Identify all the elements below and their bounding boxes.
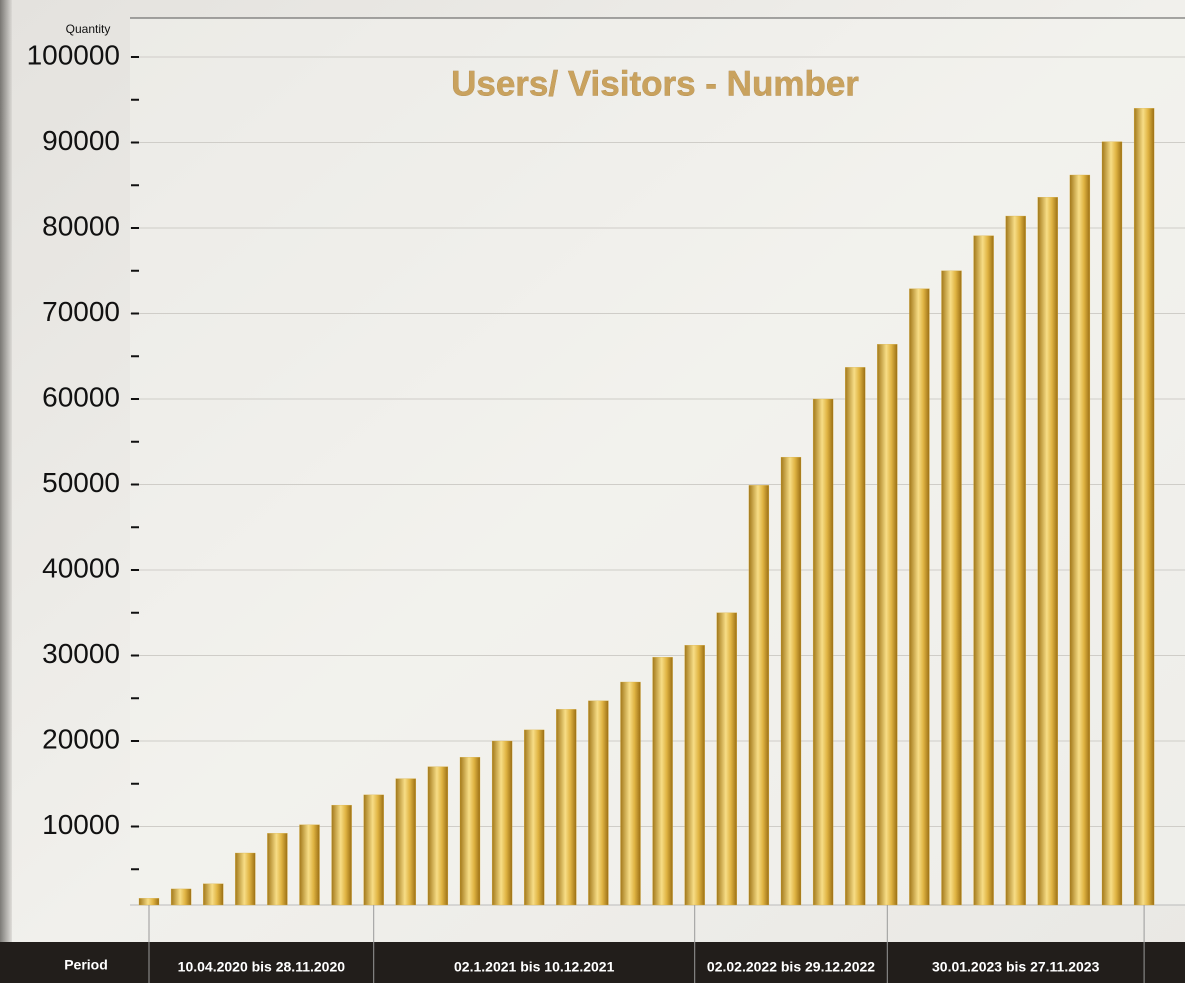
bar bbox=[1101, 141, 1123, 906]
x-axis-label: Period bbox=[64, 957, 108, 973]
bar bbox=[941, 270, 962, 906]
bar bbox=[524, 729, 545, 906]
bar bbox=[138, 898, 160, 906]
y-tick-label: 60000 bbox=[42, 381, 120, 412]
bar bbox=[203, 883, 224, 906]
y-tick-label: 40000 bbox=[42, 552, 120, 583]
background-edge bbox=[0, 0, 12, 942]
bar bbox=[1005, 215, 1026, 906]
bar bbox=[973, 235, 994, 906]
bar bbox=[170, 888, 192, 906]
bar bbox=[716, 612, 737, 906]
y-tick-label: 70000 bbox=[42, 296, 120, 327]
bar bbox=[491, 740, 513, 906]
bar bbox=[780, 456, 802, 906]
bar bbox=[684, 645, 705, 906]
bar bbox=[331, 804, 352, 906]
chart-title: Users/ Visitors - Number bbox=[451, 64, 859, 103]
bar bbox=[588, 700, 609, 906]
bar bbox=[812, 398, 834, 906]
bar bbox=[556, 709, 577, 906]
y-tick-label: 90000 bbox=[42, 125, 120, 156]
bar bbox=[235, 852, 256, 906]
bar bbox=[267, 833, 288, 906]
bar bbox=[1133, 108, 1155, 906]
y-tick-label: 10000 bbox=[42, 809, 120, 840]
bar bbox=[1069, 174, 1091, 906]
period-label: 02.1.2021 bis 10.12.2021 bbox=[454, 959, 615, 975]
bar bbox=[427, 766, 449, 906]
y-tick-label: 30000 bbox=[42, 638, 120, 669]
bar bbox=[877, 344, 898, 906]
y-axis-label: Quantity bbox=[66, 22, 111, 36]
bar bbox=[395, 778, 416, 906]
bar bbox=[909, 288, 930, 906]
y-tick-label: 50000 bbox=[42, 467, 120, 498]
period-bar bbox=[0, 942, 1185, 983]
bar bbox=[1037, 197, 1058, 906]
period-label: 30.01.2023 bis 27.11.2023 bbox=[932, 959, 1100, 975]
period-label: 10.04.2020 bis 28.11.2020 bbox=[178, 959, 346, 975]
bar bbox=[652, 657, 673, 906]
bar bbox=[620, 681, 641, 906]
bar bbox=[748, 485, 770, 906]
y-tick-label: 100000 bbox=[27, 39, 120, 70]
bar bbox=[459, 757, 481, 906]
y-tick-label: 20000 bbox=[42, 723, 120, 754]
period-label: 02.02.2022 bis 29.12.2022 bbox=[707, 959, 875, 975]
bar bbox=[845, 367, 866, 906]
bar bbox=[363, 794, 384, 906]
bar bbox=[299, 824, 320, 906]
y-tick-label: 80000 bbox=[42, 210, 120, 241]
